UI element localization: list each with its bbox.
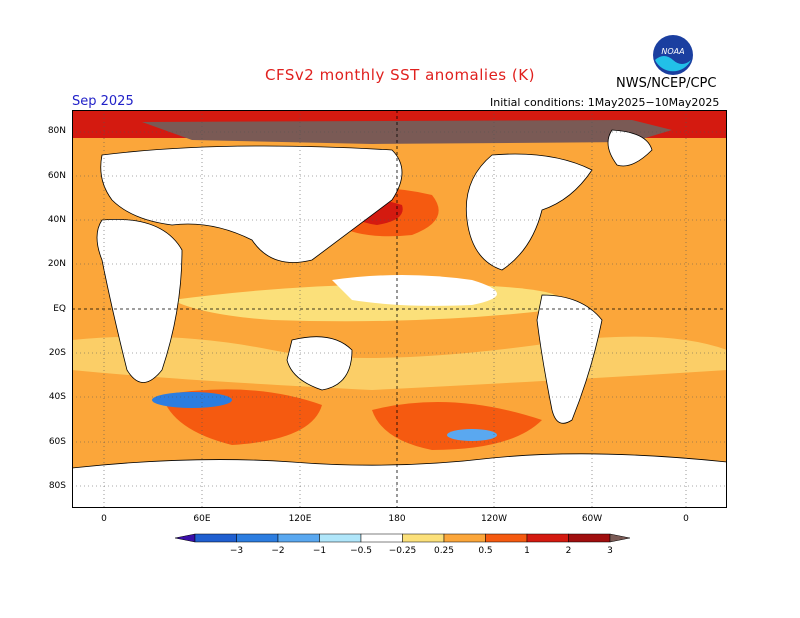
colorbar-tick-label: 0.5 <box>478 546 492 556</box>
colorbar-swatch <box>443 533 486 543</box>
colorbar-swatch <box>568 533 611 543</box>
colorbar-tick-label: −3 <box>230 546 243 556</box>
map-title: CFSv2 monthly SST anomalies (K) <box>265 66 535 84</box>
colorbar-tick-label: −2 <box>271 546 284 556</box>
colorbar-swatch <box>526 533 569 543</box>
colorbar-max-arrow <box>609 533 631 543</box>
colorbar-tick-label: 0.25 <box>434 546 454 556</box>
colorbar-tick-label: 3 <box>607 546 613 556</box>
africa <box>96 219 183 383</box>
eurasia <box>100 145 403 263</box>
colorbar-swatch <box>319 533 362 543</box>
forecast-month: Sep 2025 <box>72 94 134 109</box>
lon-label: 0 <box>683 514 689 524</box>
lat-label: 80N <box>47 126 66 136</box>
lon-label: 120E <box>288 514 312 524</box>
colorbar-swatch <box>236 533 279 543</box>
colorbar-swatch <box>402 533 445 543</box>
colorbar-swatch <box>194 533 237 543</box>
lat-label: 40N <box>47 215 66 225</box>
north-america <box>465 153 593 271</box>
colorbar-swatch <box>360 533 403 543</box>
lon-label: 0 <box>101 514 107 524</box>
map-frame <box>72 110 727 508</box>
south-america <box>536 294 603 424</box>
arctic-max-anomaly <box>142 120 672 144</box>
lat-label: 40S <box>48 392 66 402</box>
lat-label: EQ <box>53 304 66 314</box>
colorbar-swatch <box>277 533 320 543</box>
colorbar-swatch <box>485 533 528 543</box>
noaa-logo: NOAA <box>652 34 694 76</box>
colorbar-legend: −3 −2 −1 −0.5 −0.25 0.25 0.5 1 2 3 <box>174 532 631 556</box>
lon-label: 120W <box>480 514 508 524</box>
lat-label: 60N <box>47 171 66 181</box>
australia <box>286 336 353 391</box>
colorbar-tick-label: 1 <box>524 546 530 556</box>
lat-label: 80S <box>48 481 66 491</box>
lat-label: 20S <box>48 348 66 358</box>
initial-conditions: Initial conditions: 1May2025−10May2025 <box>490 96 720 109</box>
colorbar-tick-label: −0.25 <box>389 546 417 556</box>
lon-label: 180 <box>388 514 406 524</box>
greenland <box>607 129 653 167</box>
antarctica <box>72 453 727 508</box>
colorbar-tick-label: 2 <box>566 546 572 556</box>
logo-text: NOAA <box>661 47 684 56</box>
lat-label: 60S <box>48 437 66 447</box>
sst-anomaly-map <box>72 110 727 508</box>
colorbar-tick-label: −0.5 <box>350 546 372 556</box>
colorbar-min-arrow <box>174 533 196 543</box>
lon-label: 60E <box>193 514 211 524</box>
colorbar-tick-label: −1 <box>313 546 326 556</box>
agency-label: NWS/NCEP/CPC <box>616 76 717 91</box>
lat-label: 20N <box>47 259 66 269</box>
lon-label: 60W <box>581 514 603 524</box>
